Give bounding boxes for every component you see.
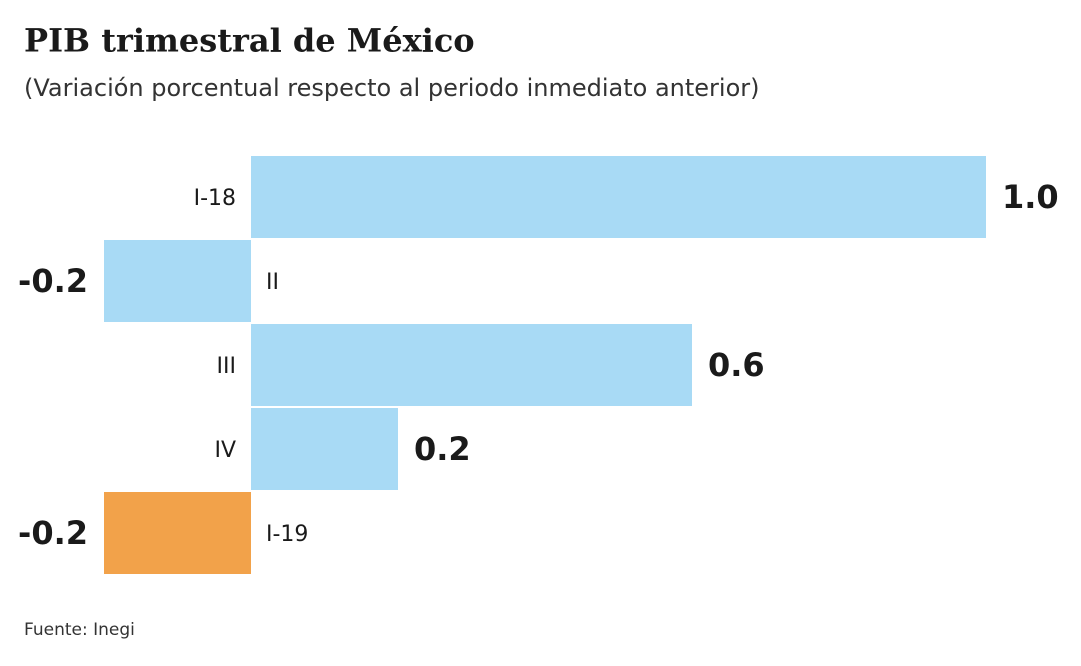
category-label: IV bbox=[214, 438, 236, 463]
source: Fuente: Inegi bbox=[24, 620, 135, 640]
category-label: I-19 bbox=[266, 522, 308, 547]
chart-title: PIB trimestral de México bbox=[24, 22, 475, 60]
category-label: II bbox=[266, 270, 279, 295]
bar bbox=[251, 156, 986, 238]
category-label: I-18 bbox=[194, 186, 236, 211]
value-label: -0.2 bbox=[18, 262, 88, 300]
value-label: 0.6 bbox=[708, 346, 765, 384]
bar bbox=[104, 240, 251, 322]
value-label: -0.2 bbox=[18, 514, 88, 552]
bar bbox=[251, 324, 692, 406]
value-label: 1.0 bbox=[1002, 178, 1059, 216]
category-label: III bbox=[217, 354, 236, 379]
chart-subtitle: (Variación porcentual respecto al period… bbox=[24, 74, 760, 102]
bar bbox=[104, 492, 251, 574]
value-label: 0.2 bbox=[414, 430, 471, 468]
bar bbox=[251, 408, 398, 490]
